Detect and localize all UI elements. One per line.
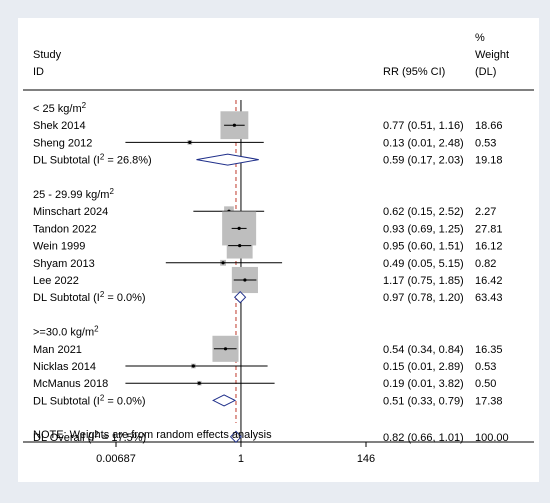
i2-prefix: (I [85,432,95,444]
x-tick-label: 1 [238,453,244,465]
x-tick-label: 0.00687 [96,453,136,465]
subtotal-name: DL Subtotal [33,292,90,304]
table-header: Study ID RR (95% CI) % Weight (DL) [33,32,509,78]
group-label-0: < 25 kg/m2 [33,101,87,115]
i2-prefix: (I [90,155,100,167]
study-weight: 27.81 [475,223,503,235]
x-tick-label: 146 [357,453,375,465]
subtotal-label: DL Subtotal (I2 = 26.8%) [33,153,152,167]
group-label-sup: 2 [94,325,99,334]
group-label-sup: 2 [82,101,87,110]
note-text: NOTE: Weights are from random effects an… [33,429,272,441]
study-weight: 16.42 [475,275,503,287]
subtotal-name: DL Subtotal [33,155,90,167]
header-rr: RR (95% CI) [383,66,445,78]
study-weight: 16.35 [475,344,503,356]
study-weight: 16.12 [475,241,503,253]
study-rr-ci: 0.95 (0.60, 1.51) [383,241,464,253]
study-rr-ci: 0.77 (0.51, 1.16) [383,120,464,132]
header-study: Study [33,49,62,61]
subtotal-weight: 17.38 [475,395,503,407]
study-point [191,364,195,368]
group-label-sup: 2 [109,187,114,196]
forest-marks [125,100,283,444]
subtotal-weight: 19.18 [475,155,503,167]
group-label-2: >=30.0 kg/m2 [33,325,99,339]
header-id: ID [33,66,44,78]
study-point [188,140,192,144]
study-point [237,226,241,230]
forest-plot-panel: Study ID RR (95% CI) % Weight (DL) < 25 … [18,18,539,482]
group-label-main: >=30.0 kg/m [33,327,94,339]
study-weight: 0.53 [475,137,496,149]
study-name: Tandon 2022 [33,223,97,235]
i2-value: = 0.0%) [104,395,145,407]
group-label-1: 25 - 29.99 kg/m2 [33,187,114,201]
group-label-main: < 25 kg/m [33,103,82,115]
study-point [221,261,225,265]
study-name: Man 2021 [33,344,82,356]
study-weight: 0.50 [475,378,496,390]
study-rr-ci: 1.17 (0.75, 1.85) [383,275,464,287]
i2-value: = 26.8%) [104,155,151,167]
study-point [197,381,201,385]
study-point [238,244,242,248]
overall-name: DL Overall [33,432,85,444]
study-name: Minschart 2024 [33,206,108,218]
overall-rr-ci: 0.82 (0.66, 1.01) [383,432,464,444]
study-name: Shyam 2013 [33,258,95,270]
study-point [243,278,247,282]
study-weight: 18.66 [475,120,503,132]
header-weight: Weight [475,49,509,61]
overall-label: DL Overall (I2 = 17.5%) [33,430,146,444]
study-weight: 2.27 [475,206,496,218]
overall-weight: 100.00 [475,432,509,444]
subtotal-rr-ci: 0.97 (0.78, 1.20) [383,292,464,304]
subtotal-weight: 63.43 [475,292,503,304]
i2-sup: 2 [94,430,99,439]
i2-value: = 17.5%) [99,432,146,444]
study-rr-ci: 0.19 (0.01, 3.82) [383,378,464,390]
i2-sup: 2 [100,290,105,299]
study-rr-ci: 0.13 (0.01, 2.48) [383,137,464,149]
study-name: Wein 1999 [33,241,85,253]
i2-sup: 2 [100,393,105,402]
study-rr-ci: 0.49 (0.05, 5.15) [383,258,464,270]
study-rr-ci: 0.93 (0.69, 1.25) [383,223,464,235]
study-point [223,347,228,351]
study-name: Nicklas 2014 [33,361,96,373]
x-axis: 0.00687 1 146 [96,442,375,465]
header-weight-dl: (DL) [475,66,496,78]
overall-diamond [229,430,242,444]
i2-prefix: (I [90,292,100,304]
subtotal-diamond [234,290,247,304]
study-name: Lee 2022 [33,275,79,287]
study-name: Shek 2014 [33,120,86,132]
subtotal-label: DL Subtotal (I2 = 0.0%) [33,290,146,304]
study-name: McManus 2018 [33,378,108,390]
subtotal-diamond [212,394,237,407]
group-label-main: 25 - 29.99 kg/m [33,189,109,201]
study-weight: 0.53 [475,361,496,373]
forest-plot: Study ID RR (95% CI) % Weight (DL) < 25 … [23,32,534,465]
study-weight: 0.82 [475,258,496,270]
study-point [232,123,237,127]
subtotal-name: DL Subtotal [33,395,90,407]
subtotal-label: DL Subtotal (I2 = 0.0%) [33,393,146,407]
header-weight-pct: % [475,32,485,44]
study-rr-ci: 0.54 (0.34, 0.84) [383,344,464,356]
study-rr-ci: 0.62 (0.15, 2.52) [383,206,464,218]
i2-sup: 2 [100,153,105,162]
i2-prefix: (I [90,395,100,407]
i2-value: = 0.0%) [104,292,145,304]
subtotal-diamond [196,153,259,166]
subtotal-rr-ci: 0.51 (0.33, 0.79) [383,395,464,407]
study-name: Sheng 2012 [33,137,92,149]
study-rr-ci: 0.15 (0.01, 2.89) [383,361,464,373]
subtotal-rr-ci: 0.59 (0.17, 2.03) [383,155,464,167]
